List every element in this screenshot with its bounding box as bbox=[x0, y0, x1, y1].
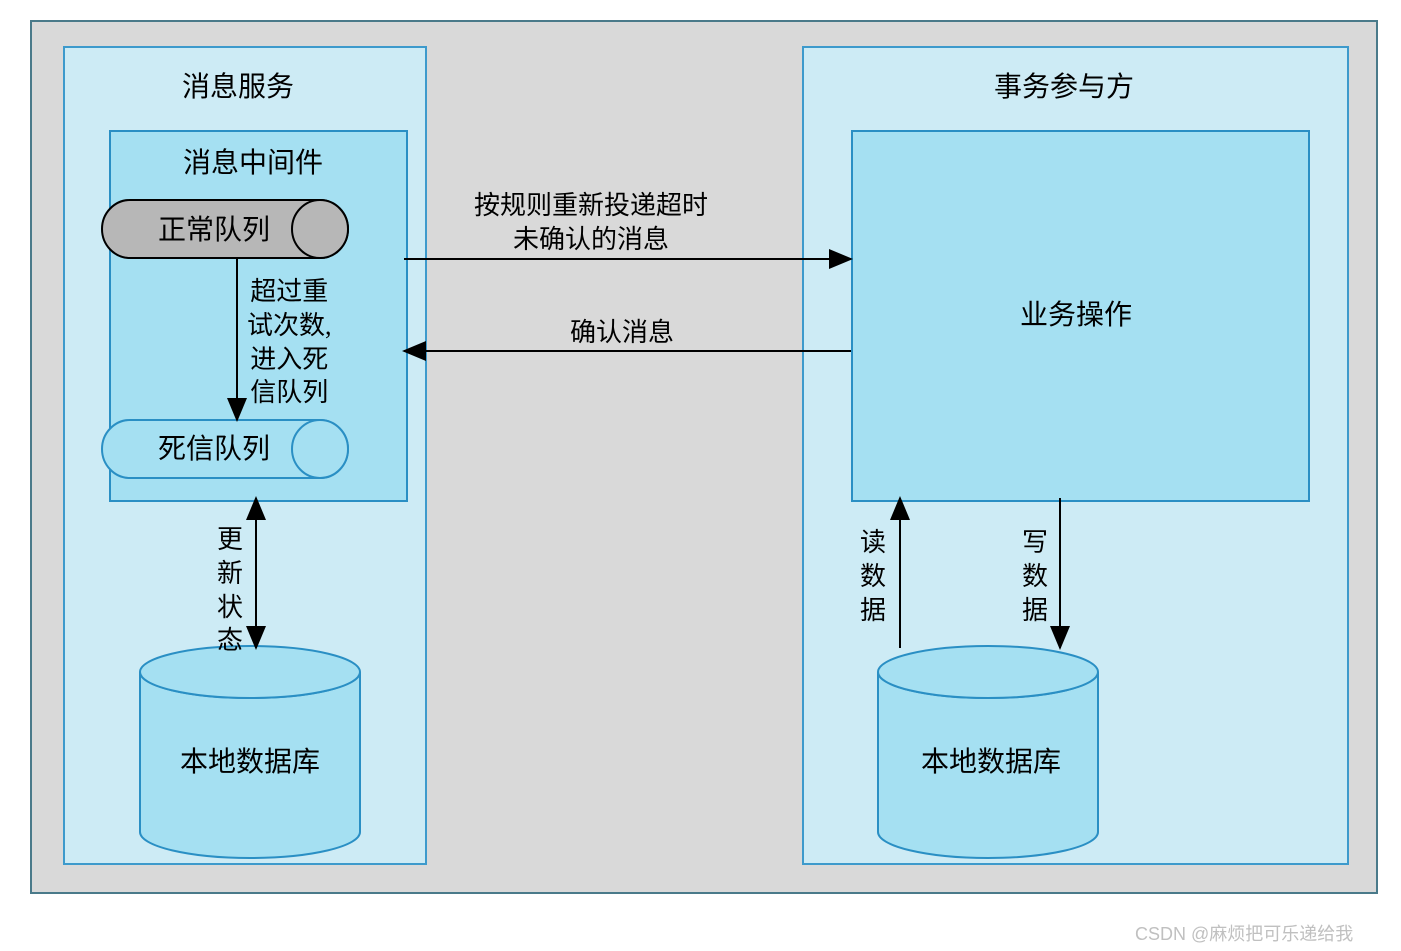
dead-queue-label: 死信队列 bbox=[158, 432, 270, 468]
left-panel-title: 消息服务 bbox=[182, 70, 294, 106]
watermark-text: CSDN @麻烦把可乐递给我 bbox=[1135, 920, 1353, 946]
middleware-title: 消息中间件 bbox=[183, 146, 323, 182]
db-left-label: 本地数据库 bbox=[180, 745, 320, 781]
normal-queue-label: 正常队列 bbox=[158, 213, 270, 249]
diagram-canvas: 消息服务 事务参与方 消息中间件 业务操作 正常队列 死信队列 超过重 试次数,… bbox=[0, 0, 1401, 951]
confirm-arrow-label: 确认消息 bbox=[570, 316, 674, 350]
right-panel-title: 事务参与方 bbox=[994, 70, 1134, 106]
write-arrow-label: 写 数 据 bbox=[1022, 526, 1048, 627]
redeliver-arrow-label: 按规则重新投递超时 未确认的消息 bbox=[474, 189, 708, 257]
update-arrow-label: 更 新 状 态 bbox=[217, 523, 243, 658]
read-arrow-label: 读 数 据 bbox=[860, 526, 886, 627]
business-op-label: 业务操作 bbox=[1020, 298, 1132, 334]
db-right-label: 本地数据库 bbox=[921, 745, 1061, 781]
retry-arrow-label: 超过重 试次数, 进入死 信队列 bbox=[247, 275, 332, 410]
